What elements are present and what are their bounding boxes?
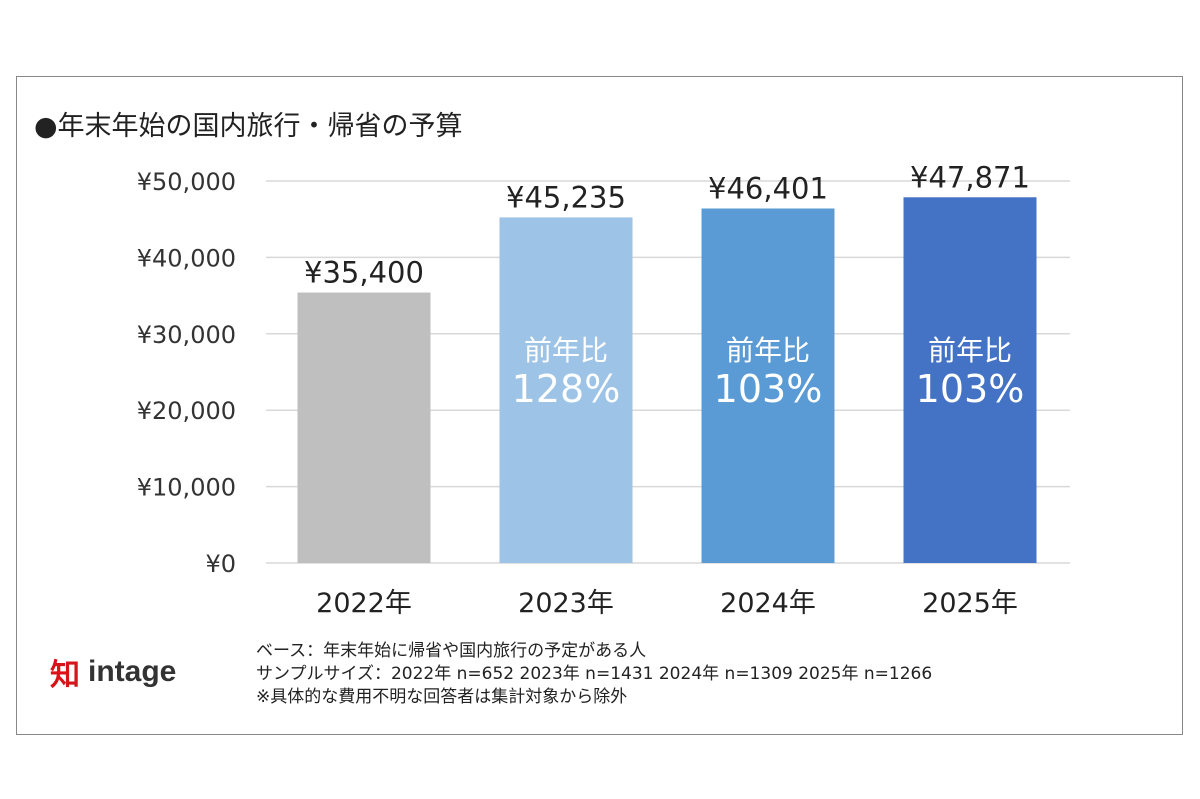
y-tick-label: ¥0 [205, 550, 236, 578]
x-tick-label: 2025年 [922, 588, 1018, 619]
yoy-label: 前年比 [726, 334, 810, 367]
note-exclusion: ※具体的な費用不明な回答者は集計対象から除外 [256, 687, 628, 707]
data-label: ¥45,235 [506, 180, 626, 214]
yoy-value: 103% [714, 367, 823, 411]
data-label: ¥35,400 [304, 256, 424, 290]
yoy-value: 103% [916, 367, 1025, 411]
yoy-label: 前年比 [524, 334, 608, 367]
y-tick-label: ¥10,000 [137, 474, 236, 502]
x-tick-label: 2023年 [518, 588, 614, 619]
yoy-value: 128% [512, 367, 621, 411]
data-label: ¥47,871 [910, 160, 1030, 194]
yoy-label: 前年比 [928, 334, 1012, 367]
y-tick-label: ¥20,000 [137, 397, 236, 425]
note-base: ベース：年末年始に帰省や国内旅行の予定がある人 [256, 641, 647, 661]
data-label: ¥46,401 [708, 171, 828, 205]
notes: ベース：年末年始に帰省や国内旅行の予定がある人 サンプルサイズ：2022年 n=… [256, 640, 932, 709]
logo-mark: 知 [50, 658, 80, 693]
chart-title: ●年末年始の国内旅行・帰省の予算 [34, 111, 463, 142]
bar [297, 292, 431, 563]
note-sample-size: サンプルサイズ：2022年 n=652 2023年 n=1431 2024年 n… [256, 664, 933, 684]
intage-logo: 知 intage [50, 650, 176, 694]
bar [903, 197, 1037, 563]
y-tick-label: ¥30,000 [137, 321, 236, 349]
x-tick-label: 2022年 [316, 588, 412, 619]
bar [499, 217, 633, 563]
bar [701, 208, 835, 564]
x-tick-label: 2024年 [720, 588, 816, 619]
chart-frame [16, 76, 1183, 735]
logo-word: intage [88, 655, 177, 688]
y-tick-label: ¥40,000 [137, 244, 236, 272]
y-tick-label: ¥50,000 [137, 168, 236, 196]
